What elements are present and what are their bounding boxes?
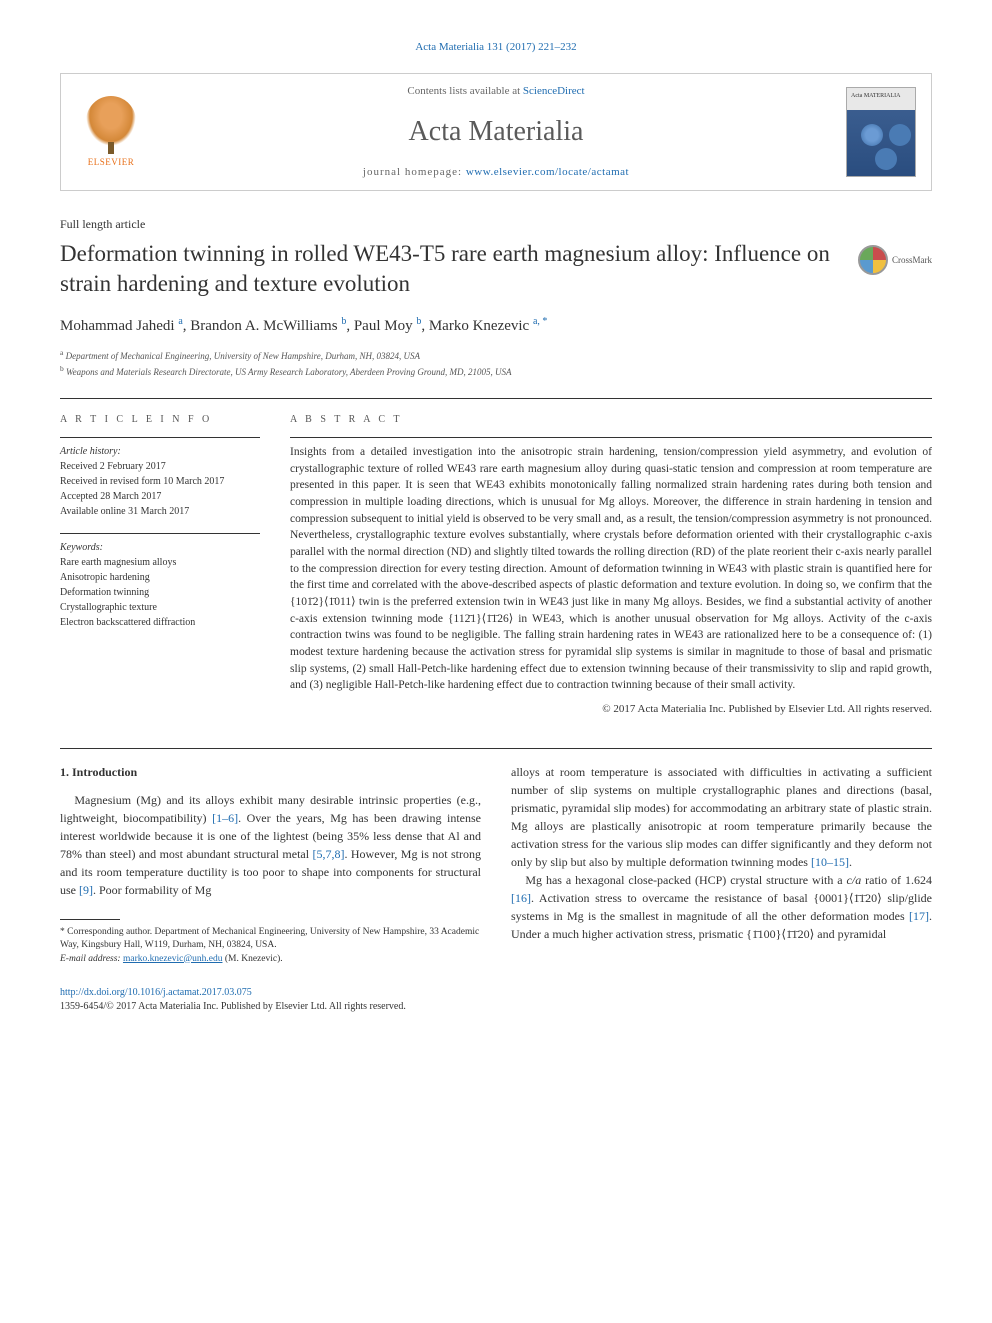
column-left: 1. Introduction Magnesium (Mg) and its a… bbox=[60, 763, 481, 966]
corresponding-author-footnote: * Corresponding author. Department of Me… bbox=[60, 926, 481, 966]
article-info-column: A R T I C L E I N F O Article history: R… bbox=[60, 413, 260, 718]
keyword: Deformation twinning bbox=[60, 585, 260, 600]
citation-line: Acta Materialia 131 (2017) 221–232 bbox=[60, 40, 932, 55]
abstract-column: A B S T R A C T Insights from a detailed… bbox=[290, 413, 932, 718]
homepage-link[interactable]: www.elsevier.com/locate/actamat bbox=[466, 166, 629, 178]
author: Paul Moy b bbox=[354, 318, 422, 334]
elsevier-tree-icon bbox=[86, 96, 136, 146]
abstract-text: Insights from a detailed investigation i… bbox=[290, 437, 932, 718]
elsevier-logo: ELSEVIER bbox=[76, 95, 146, 170]
affiliation: a Department of Mechanical Engineering, … bbox=[60, 347, 932, 364]
abstract-copyright: © 2017 Acta Materialia Inc. Published by… bbox=[290, 702, 932, 718]
affiliation: b Weapons and Materials Research Directo… bbox=[60, 363, 932, 380]
homepage-line: journal homepage: www.elsevier.com/locat… bbox=[146, 165, 846, 180]
history-revised: Received in revised form 10 March 2017 bbox=[60, 474, 260, 489]
contents-prefix: Contents lists available at bbox=[407, 85, 522, 97]
abstract-heading: A B S T R A C T bbox=[290, 413, 932, 427]
keywords-block: Keywords: Rare earth magnesium alloys An… bbox=[60, 533, 260, 630]
divider bbox=[60, 748, 932, 749]
doi-link[interactable]: http://dx.doi.org/10.1016/j.actamat.2017… bbox=[60, 987, 252, 998]
email-link[interactable]: marko.knezevic@unh.edu bbox=[123, 954, 223, 964]
article-history: Article history: Received 2 February 201… bbox=[60, 437, 260, 519]
crossmark-label: CrossMark bbox=[892, 254, 932, 267]
history-label: Article history: bbox=[60, 444, 260, 459]
author: Brandon A. McWilliams b bbox=[190, 318, 346, 334]
keywords-label: Keywords: bbox=[60, 540, 260, 555]
paragraph: Mg has a hexagonal close-packed (HCP) cr… bbox=[511, 871, 932, 943]
citation-ref[interactable]: [1–6] bbox=[212, 811, 238, 825]
column-right: alloys at room temperature is associated… bbox=[511, 763, 932, 966]
paragraph: Magnesium (Mg) and its alloys exhibit ma… bbox=[60, 791, 481, 899]
author: Mohammad Jahedi a bbox=[60, 318, 183, 334]
article-type: Full length article bbox=[60, 216, 932, 233]
citation-ref[interactable]: [5,7,8] bbox=[312, 847, 344, 861]
article-info-heading: A R T I C L E I N F O bbox=[60, 413, 260, 427]
history-online: Available online 31 March 2017 bbox=[60, 504, 260, 519]
journal-header: ELSEVIER Contents lists available at Sci… bbox=[60, 73, 932, 191]
keyword: Electron backscattered diffraction bbox=[60, 615, 260, 630]
crossmark-icon bbox=[858, 245, 888, 275]
affiliations: a Department of Mechanical Engineering, … bbox=[60, 347, 932, 380]
publisher-label: ELSEVIER bbox=[88, 156, 135, 169]
citation-ref[interactable]: [9] bbox=[79, 883, 93, 897]
body-columns: 1. Introduction Magnesium (Mg) and its a… bbox=[60, 763, 932, 966]
citation-ref[interactable]: [10–15] bbox=[811, 855, 849, 869]
journal-name: Acta Materialia bbox=[146, 112, 846, 151]
author: Marko Knezevic a, * bbox=[429, 318, 548, 334]
footnote-separator bbox=[60, 919, 120, 920]
keyword: Crystallographic texture bbox=[60, 600, 260, 615]
section-heading: 1. Introduction bbox=[60, 763, 481, 781]
history-accepted: Accepted 28 March 2017 bbox=[60, 489, 260, 504]
divider bbox=[60, 398, 932, 399]
header-center: Contents lists available at ScienceDirec… bbox=[146, 84, 846, 180]
journal-cover-thumbnail bbox=[846, 87, 916, 177]
paragraph: alloys at room temperature is associated… bbox=[511, 763, 932, 871]
keyword: Rare earth magnesium alloys bbox=[60, 555, 260, 570]
citation-ref[interactable]: [16] bbox=[511, 891, 531, 905]
crossmark-badge[interactable]: CrossMark bbox=[858, 245, 932, 275]
history-received: Received 2 February 2017 bbox=[60, 459, 260, 474]
author-list: Mohammad Jahedi a, Brandon A. McWilliams… bbox=[60, 315, 932, 337]
contents-available-line: Contents lists available at ScienceDirec… bbox=[146, 84, 846, 99]
issn-copyright-line: 1359-6454/© 2017 Acta Materialia Inc. Pu… bbox=[60, 1000, 932, 1014]
doi-line: http://dx.doi.org/10.1016/j.actamat.2017… bbox=[60, 986, 932, 1000]
keyword: Anisotropic hardening bbox=[60, 570, 260, 585]
homepage-prefix: journal homepage: bbox=[363, 166, 466, 178]
article-title: Deformation twinning in rolled WE43-T5 r… bbox=[60, 239, 838, 299]
sciencedirect-link[interactable]: ScienceDirect bbox=[523, 85, 585, 97]
citation-ref[interactable]: [17] bbox=[909, 909, 929, 923]
